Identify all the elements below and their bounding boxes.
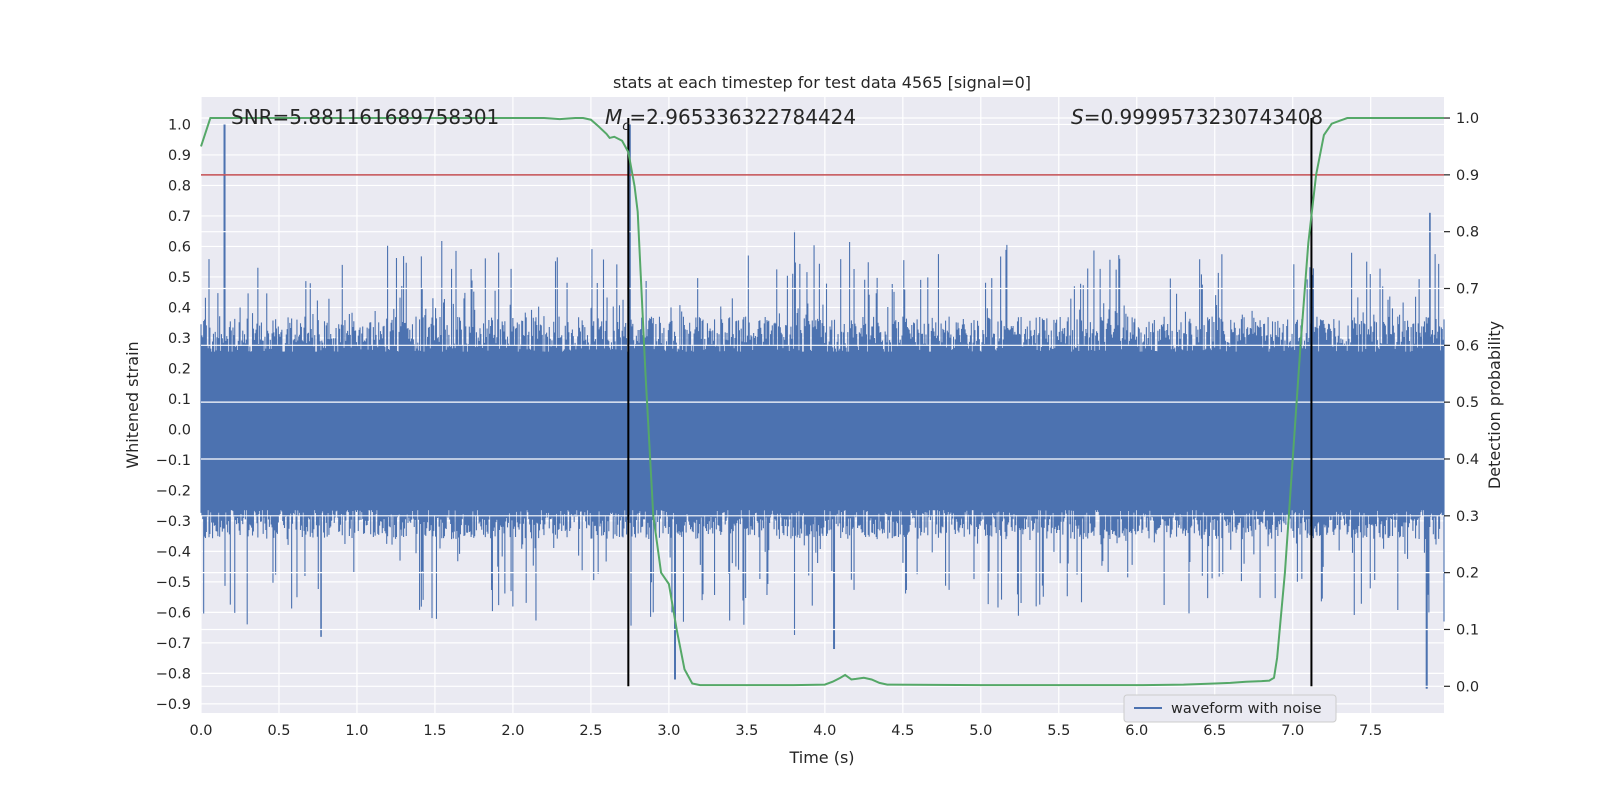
y-tick-label: 0.2: [168, 361, 191, 377]
x-tick-label: 7.5: [1359, 723, 1382, 739]
y-tick-label: 0.1: [168, 392, 191, 408]
x-axis-ticks: 0.0 0.5 1.0 1.5 2.0 2.5 3.0 3.5 4.0 4.5 5.0 5.5 6.0 6…: [189, 723, 1382, 739]
x-axis-label: Time (s): [788, 748, 854, 767]
y-tick-label: 0.5: [168, 270, 191, 286]
x-tick-label: 5.0: [969, 723, 992, 739]
x-tick-label: 6.5: [1203, 723, 1226, 739]
y2-axis-ticks: 1.0 0.9 0.8 0.7 0.6 0.5 0.4 0.3 0.2 0.1 0.0: [1444, 111, 1479, 695]
legend-label: waveform with noise: [1171, 701, 1322, 717]
x-tick-label: 1.5: [423, 723, 446, 739]
y-axis-label: Whitened strain: [123, 341, 142, 468]
chirp-mass-value: =2.965336322784424: [629, 105, 856, 129]
x-tick-label: 6.0: [1125, 723, 1148, 739]
y2-tick-label: 0.1: [1456, 622, 1479, 638]
chart-title: stats at each timestep for test data 456…: [613, 73, 1031, 92]
y-axis-ticks: 1.0 0.9 0.8 0.7 0.6 0.5 0.4 0.3 0.2 0.1 0.0 −0.1 −0.…: [156, 117, 191, 712]
waveform-core: [201, 351, 1444, 511]
y-tick-label: −0.8: [156, 666, 191, 682]
y2-axis-label: Detection probability: [1485, 321, 1504, 489]
x-tick-label: 4.0: [813, 723, 836, 739]
y-tick-label: 0.0: [168, 422, 191, 438]
y2-tick-label: 0.3: [1456, 509, 1479, 525]
y-tick-label: −0.3: [156, 514, 191, 530]
x-tick-label: 2.5: [579, 723, 602, 739]
score-value: =0.9999573230743408: [1084, 105, 1323, 129]
x-tick-label: 3.0: [657, 723, 680, 739]
y2-tick-label: 0.7: [1456, 282, 1479, 298]
y-tick-label: −0.2: [156, 483, 191, 499]
y2-tick-label: 0.6: [1456, 338, 1479, 354]
score-annotation: S=0.9999573230743408: [1071, 105, 1323, 129]
y-tick-label: −0.5: [156, 575, 191, 591]
y2-tick-label: 0.4: [1456, 452, 1479, 468]
y-tick-label: −0.6: [156, 605, 191, 621]
y-tick-label: 0.3: [168, 331, 191, 347]
y-tick-label: 0.4: [168, 300, 191, 316]
x-tick-label: 3.5: [735, 723, 758, 739]
x-tick-label: 4.5: [891, 723, 914, 739]
y2-tick-label: 1.0: [1456, 111, 1479, 127]
probability-line: [200, 117, 1444, 687]
chirp-mass-subscript: c: [622, 119, 629, 134]
y2-tick-label: 0.2: [1456, 566, 1479, 582]
score-symbol: S: [1071, 105, 1084, 129]
y-tick-label: 0.8: [168, 178, 191, 194]
y-tick-label: 0.7: [168, 209, 191, 225]
x-tick-label: 2.0: [501, 723, 524, 739]
probability-series: [200, 117, 1444, 687]
y-tick-label: 0.9: [168, 148, 191, 164]
y2-tick-label: 0.5: [1456, 395, 1479, 411]
x-tick-label: 0.0: [189, 723, 212, 739]
chirp-mass-symbol: M: [605, 105, 622, 129]
y2-tick-label: 0.8: [1456, 225, 1479, 241]
chirp-mass-annotation: Mc=2.965336322784424: [605, 105, 856, 134]
x-tick-label: 7.0: [1281, 723, 1304, 739]
x-tick-label: 1.0: [345, 723, 368, 739]
y2-tick-label: 0.0: [1456, 679, 1479, 695]
y-tick-label: −0.9: [156, 697, 191, 713]
y-tick-label: 1.0: [168, 117, 191, 133]
legend-box: [1123, 694, 1337, 723]
legend: waveform with noise: [1123, 694, 1337, 723]
x-tick-label: 5.5: [1047, 723, 1070, 739]
y2-tick-label: 0.9: [1456, 168, 1479, 184]
snr-annotation: SNR=5.881161689758301: [231, 105, 499, 129]
waveform-series: [200, 124, 1445, 689]
y-tick-label: −0.1: [156, 453, 191, 469]
x-tick-label: 0.5: [267, 723, 290, 739]
y-tick-label: 0.6: [168, 239, 191, 255]
y-tick-label: −0.7: [156, 636, 191, 652]
y-tick-label: −0.4: [156, 544, 191, 560]
